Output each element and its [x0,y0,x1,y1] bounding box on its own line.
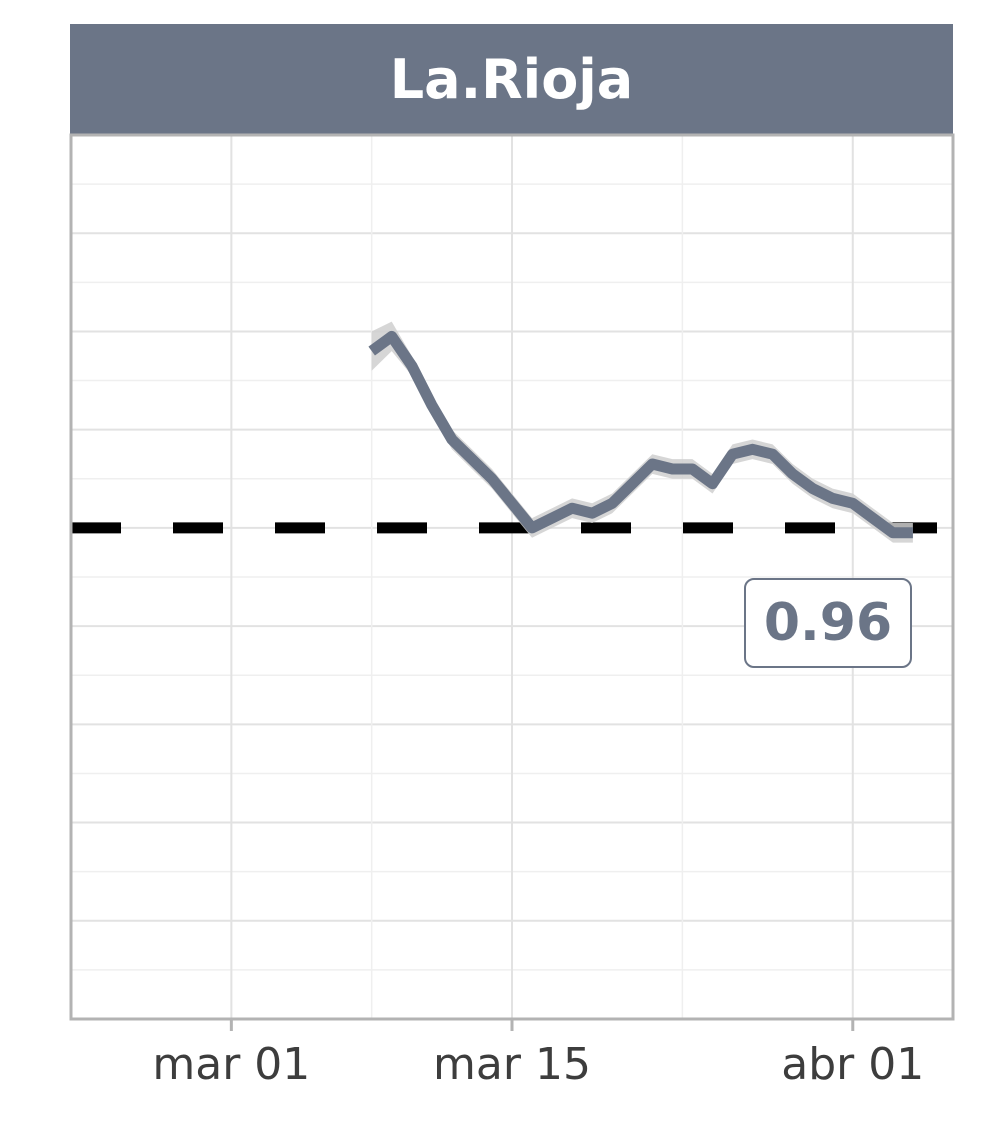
chart-title: La.Rioja [389,47,634,111]
x-tick-label: mar 15 [433,1039,591,1090]
grid-lines [71,134,953,1020]
x-tick-label: mar 01 [152,1039,310,1090]
series-line [368,330,913,539]
x-tick-label: abr 01 [781,1039,924,1090]
latest-value-text: 0.96 [763,593,893,653]
series-layer [368,321,913,543]
panel-title-strip: La.Rioja [70,24,953,134]
latest-value-label: 0.96 [744,578,912,668]
x-axis: mar 01 mar 15 abr 01 [152,1019,924,1090]
